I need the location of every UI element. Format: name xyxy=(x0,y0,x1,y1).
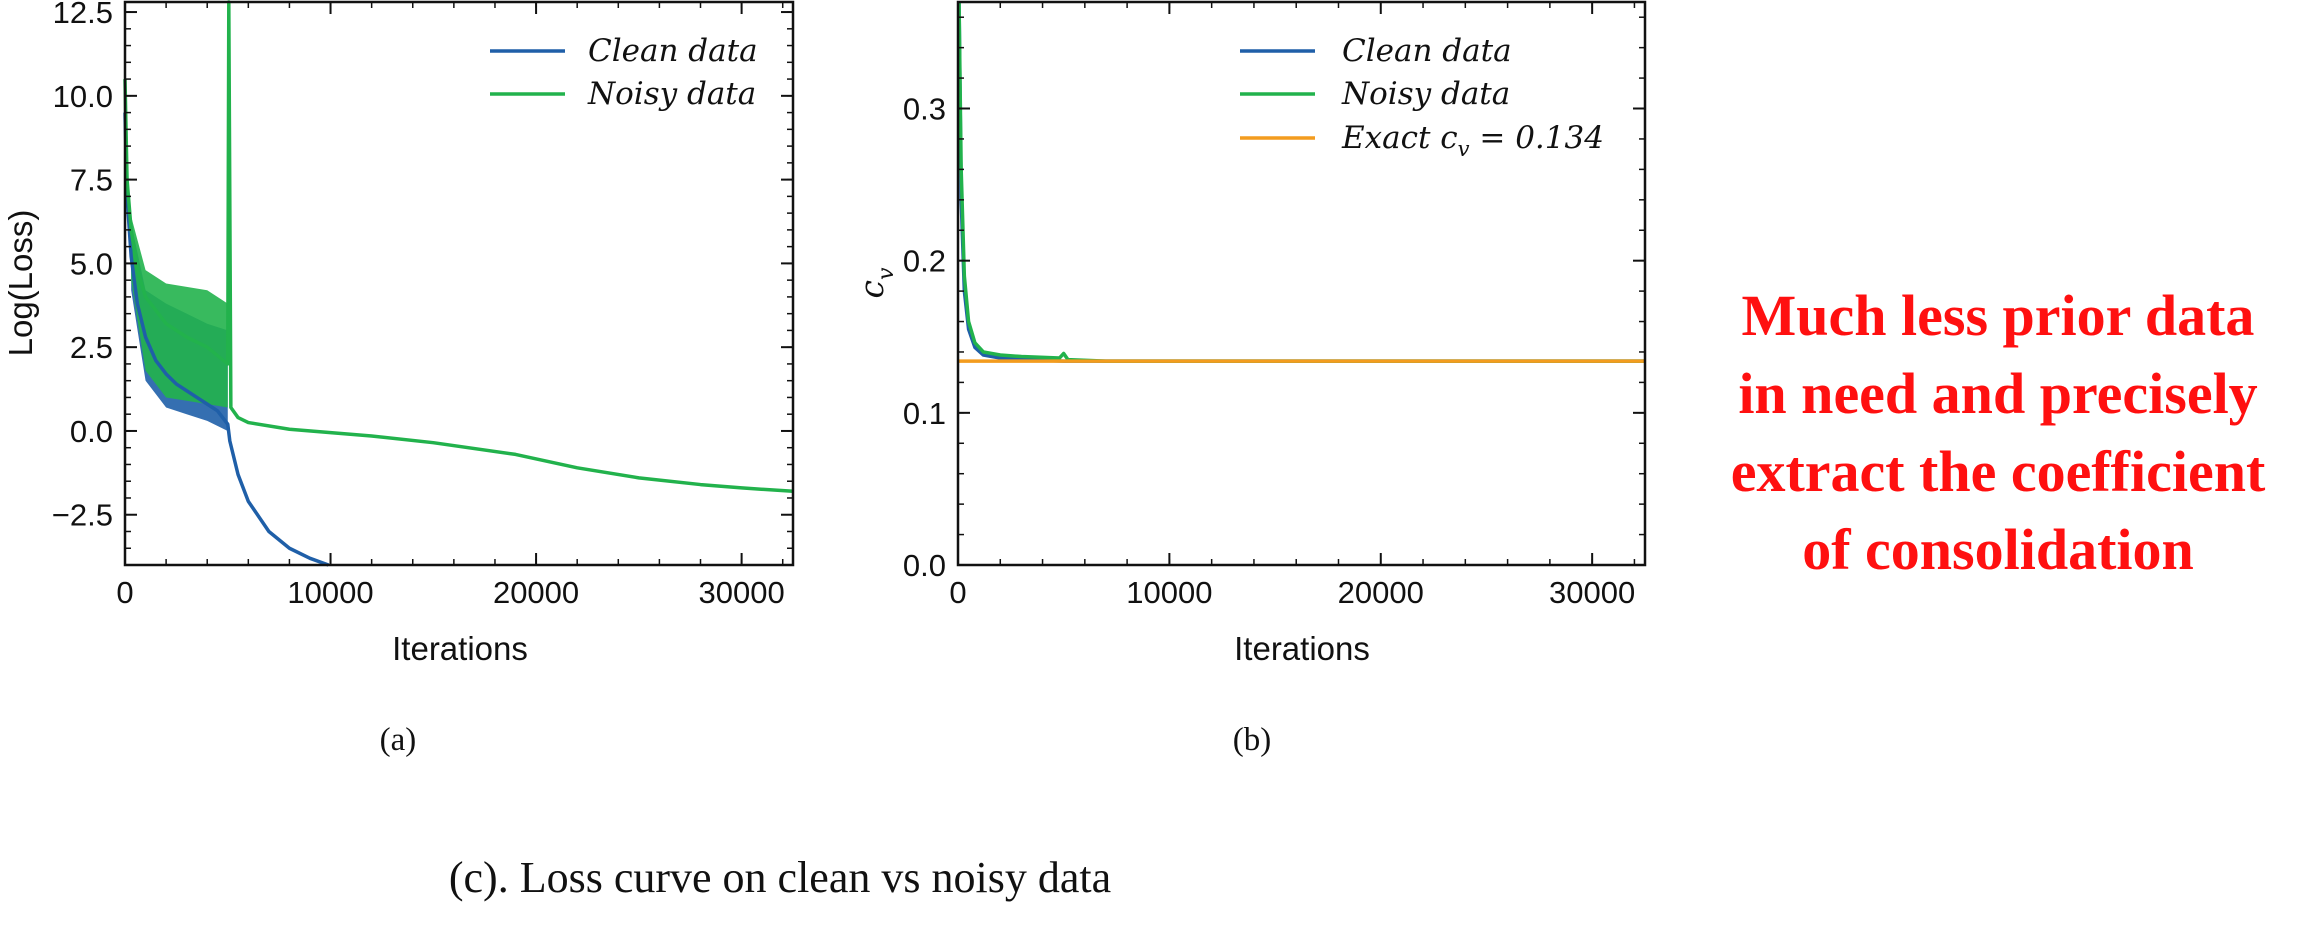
loss-chart-ticks: 0 10000 20000 30000 −2.5 0.0 2.5 5.0 7.5 10.0 12.5 xyxy=(52,0,793,610)
loss-xtick-label: 10000 xyxy=(287,575,373,610)
cv-chart-ticks: 0 10000 20000 30000 0.0 0.1 0.2 0.3 xyxy=(903,2,1645,610)
cv-series-line-1 xyxy=(957,1,1645,363)
loss-ytick-label: −2.5 xyxy=(52,498,113,533)
loss-ytick-label: 10.0 xyxy=(53,79,113,114)
cv-ytick-label: 0.0 xyxy=(903,548,946,583)
loss-chart-xlabel: Iterations xyxy=(392,630,528,667)
loss-ytick-label: 7.5 xyxy=(70,163,113,198)
annotation-note: Much less prior data in need and precisel… xyxy=(1731,283,2266,582)
svg-text:cv: cv xyxy=(852,267,899,298)
cv-chart-ylabel: cv xyxy=(852,267,899,298)
legend-exact-sub: v xyxy=(1458,137,1470,161)
cv-chart-legend: Clean data Noisy data Exact cv = 0.134 xyxy=(1240,33,1604,161)
cv-xtick-label: 30000 xyxy=(1549,575,1635,610)
loss-chart-frame xyxy=(123,0,795,567)
loss-chart-legend: Clean data Noisy data xyxy=(490,33,758,112)
loss-xtick-label: 30000 xyxy=(699,575,785,610)
loss-series-line-0 xyxy=(123,112,330,567)
cv-xtick-label: 20000 xyxy=(1338,575,1424,610)
legend-exact-suffix: = 0.134 xyxy=(1470,120,1604,156)
cv-series-line-0 xyxy=(957,1,1645,363)
loss-ytick-label: 2.5 xyxy=(70,330,113,365)
cv-chart-ylabel-main: c xyxy=(852,280,891,298)
note-line: in need and precisely xyxy=(1738,361,2257,426)
cv-chart-xlabel: Iterations xyxy=(1234,630,1370,667)
cv-ytick-label: 0.3 xyxy=(903,92,946,127)
panel-label-a: (a) xyxy=(380,722,417,758)
loss-chart-ylabel: Log(Loss) xyxy=(2,210,39,357)
legend-exact-prefix: Exact c xyxy=(1341,120,1458,156)
legend-label-clean-data: Clean data xyxy=(1342,33,1512,69)
note-line: Much less prior data xyxy=(1742,283,2255,348)
loss-chart-marks xyxy=(123,0,794,567)
loss-xtick-label: 0 xyxy=(116,575,133,610)
loss-xtick-label: 20000 xyxy=(493,575,579,610)
cv-chart-ylabel-sub: v xyxy=(874,267,899,280)
loss-chart: 0 10000 20000 30000 −2.5 0.0 2.5 5.0 7.5 10.0 12.5… xyxy=(2,0,795,758)
legend-label-noisy-data: Noisy data xyxy=(587,76,756,112)
figure-caption: (c). Loss curve on clean vs noisy data xyxy=(449,853,1111,902)
cv-ytick-label: 0.1 xyxy=(903,396,946,431)
loss-ytick-label: 5.0 xyxy=(70,246,113,281)
loss-ytick-label: 0.0 xyxy=(70,414,113,449)
cv-ytick-label: 0.2 xyxy=(903,244,946,279)
cv-xtick-label: 0 xyxy=(949,575,966,610)
legend-label-clean-data: Clean data xyxy=(588,33,758,69)
cv-chart-marks xyxy=(957,1,1645,363)
cv-xtick-label: 10000 xyxy=(1126,575,1212,610)
legend-label-exact-cv: Exact cv = 0.134 xyxy=(1341,120,1604,161)
cv-chart-frame xyxy=(956,0,1647,567)
loss-ytick-label: 12.5 xyxy=(53,0,113,30)
loss-series-line-1 xyxy=(123,0,794,494)
panel-label-b: (b) xyxy=(1233,722,1271,758)
note-line: of consolidation xyxy=(1802,517,2194,582)
note-line: extract the coefficient xyxy=(1731,439,2266,504)
legend-label-noisy-data: Noisy data xyxy=(1341,76,1510,112)
